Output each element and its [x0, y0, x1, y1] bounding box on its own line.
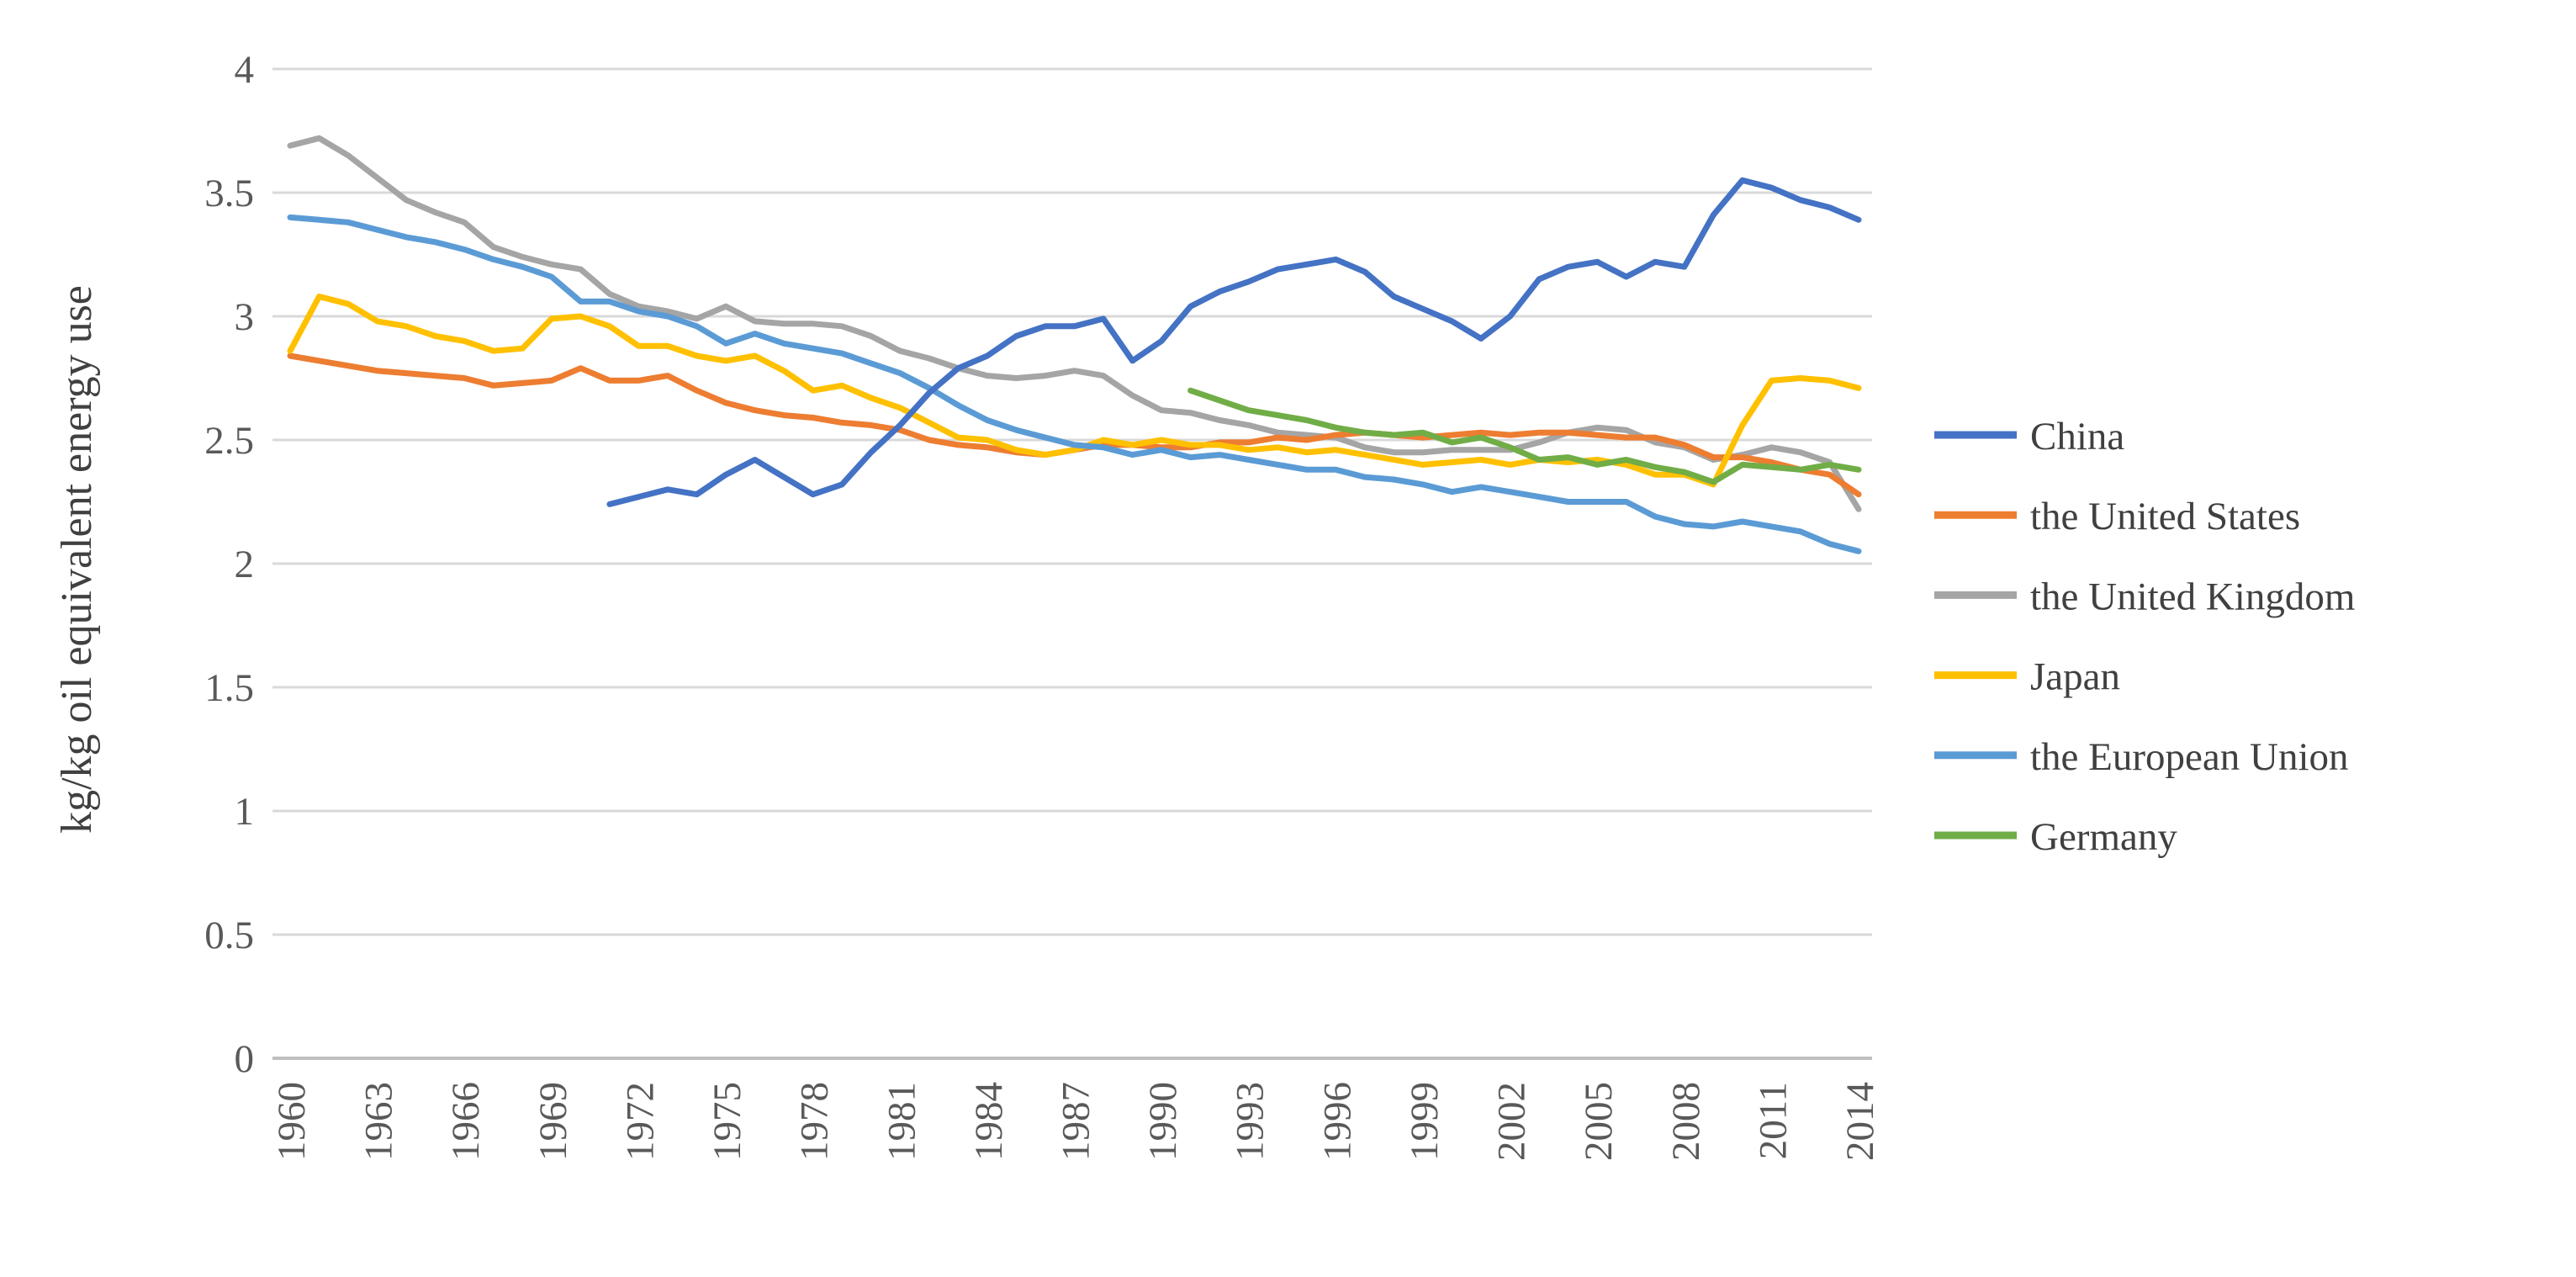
- legend-label: China: [2030, 415, 2124, 458]
- legend-item: Germany: [1934, 815, 2177, 859]
- legend-label: the United Kingdom: [2030, 575, 2355, 618]
- legend-item: the European Union: [1934, 735, 2349, 779]
- x-tick-label: 1987: [1054, 1082, 1098, 1161]
- legend-label: the United States: [2030, 495, 2300, 538]
- y-tick-label: 4: [235, 48, 255, 92]
- y-tick-label: 0: [235, 1037, 255, 1081]
- x-tick-label: 1978: [793, 1082, 837, 1161]
- y-tick-label: 1.5: [204, 666, 254, 710]
- x-tick-label: 1972: [618, 1082, 662, 1161]
- y-axis-labels: 0 0.5 1 1.5 2 2.5 3 3.5 4: [204, 48, 254, 1081]
- y-tick-label: 0.5: [204, 914, 254, 957]
- series-lines: [287, 135, 1862, 554]
- x-tick-label: 1990: [1141, 1082, 1185, 1161]
- x-axis-labels: 1960 1963 1966 1969 1972 1975 1978 1981 1984 1987…: [270, 1082, 1882, 1161]
- legend-label: the European Union: [2030, 735, 2349, 779]
- legend-item: the United Kingdom: [1934, 575, 2355, 618]
- x-tick-label: 2014: [1838, 1082, 1882, 1161]
- legend-item: China: [1934, 415, 2124, 458]
- figure-border: [8, 8, 2568, 1269]
- legend-label: Japan: [2030, 655, 2120, 699]
- legend-label: Germany: [2030, 815, 2177, 859]
- x-tick-label: 2005: [1577, 1082, 1621, 1161]
- x-tick-label: 1996: [1315, 1082, 1359, 1161]
- y-tick-label: 3: [235, 295, 255, 339]
- y-tick-label: 1: [235, 790, 255, 834]
- x-tick-label: 1969: [532, 1082, 575, 1161]
- x-tick-label: 1993: [1229, 1082, 1272, 1161]
- x-tick-label: 2002: [1490, 1082, 1534, 1161]
- x-tick-label: 1999: [1403, 1082, 1447, 1161]
- y-tick-label: 2: [235, 543, 255, 586]
- series-line-china: [606, 177, 1862, 507]
- x-tick-label: 1960: [270, 1082, 314, 1161]
- y-tick-label: 2.5: [204, 419, 254, 463]
- x-tick-label: 1975: [706, 1082, 749, 1161]
- x-tick-label: 1966: [444, 1082, 488, 1161]
- series-line-the-united-kingdom: [287, 135, 1862, 512]
- legend-item: Japan: [1934, 655, 2120, 699]
- x-tick-label: 1963: [357, 1082, 401, 1161]
- series-line-the-european-union: [287, 214, 1862, 554]
- x-tick-label: 1984: [967, 1082, 1011, 1161]
- y-axis-title: kg/kg oil equivalent energy use: [53, 285, 101, 834]
- x-tick-label: 2011: [1751, 1082, 1795, 1159]
- gridlines: [272, 67, 1872, 1060]
- series-line-japan: [287, 294, 1862, 488]
- y-tick-label: 3.5: [204, 172, 254, 215]
- x-tick-label: 2008: [1664, 1082, 1708, 1161]
- legend: China the United States the United Kingdom…: [1934, 415, 2355, 859]
- x-tick-label: 1981: [880, 1082, 923, 1161]
- series-line-germany: [1187, 387, 1862, 485]
- legend-item: the United States: [1934, 495, 2300, 538]
